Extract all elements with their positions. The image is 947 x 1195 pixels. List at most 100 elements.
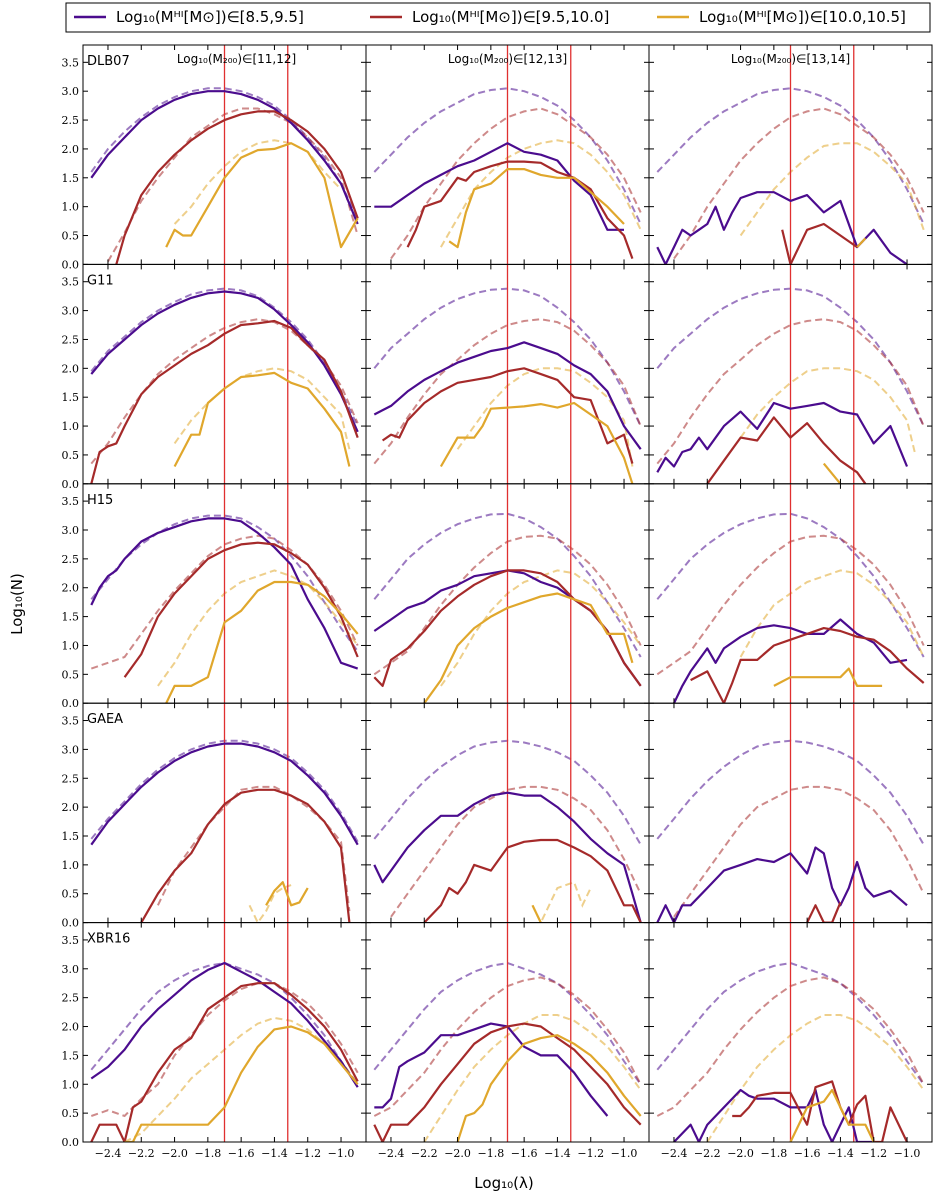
panel-g11-2 xyxy=(648,263,933,485)
y-tick-label: 2.0 xyxy=(62,801,80,814)
solid-series-3 xyxy=(165,580,359,704)
dashed-series-3 xyxy=(124,1016,359,1142)
y-tick-label: 0.0 xyxy=(62,258,80,271)
dashed-series-2 xyxy=(673,785,925,918)
solid-series-1 xyxy=(374,142,624,231)
y-tick-label: 0.0 xyxy=(62,1136,80,1149)
y-tick-label: 2.0 xyxy=(62,582,80,595)
panel-dlb07-1: Log₁₀(M₂₀₀)∈[12,13] xyxy=(365,44,650,265)
solid-series-2 xyxy=(140,788,351,923)
x-tick-label: −2.4 xyxy=(661,1147,688,1160)
x-tick-label: −2.2 xyxy=(128,1147,155,1160)
y-tick-label: 3.5 xyxy=(62,934,80,947)
y-tick-label: 0.5 xyxy=(62,230,80,243)
dashed-series-2 xyxy=(390,785,642,918)
x-tick-label: −1.6 xyxy=(511,1147,538,1160)
legend: Log₁₀(Mᴴᴵ[M⊙])∈[8.5,9.5] Log₁₀(Mᴴᴵ[M⊙])∈… xyxy=(65,2,931,33)
y-tick-label: 1.5 xyxy=(62,830,80,843)
solid-series-3 xyxy=(856,237,867,248)
solid-series-3 xyxy=(439,401,634,484)
dashed-series-3 xyxy=(440,139,642,248)
dashed-series-3 xyxy=(739,367,917,456)
dashed-series-3 xyxy=(248,884,292,923)
x-tick-label: −2.2 xyxy=(411,1147,438,1160)
plot-area xyxy=(90,922,359,1142)
x-tick-label: −2.0 xyxy=(444,1147,471,1160)
plot-area xyxy=(90,264,359,484)
legend-label-2: Log₁₀(Mᴴᴵ[M⊙])∈[9.5,10.0] xyxy=(412,8,609,26)
legend-label-3: Log₁₀(Mᴴᴵ[M⊙])∈[10.0,10.5] xyxy=(699,8,906,26)
dashed-series-2 xyxy=(390,107,642,260)
dashed-series-3 xyxy=(440,569,642,687)
solid-series-1 xyxy=(90,517,359,670)
y-tick-label: 3.0 xyxy=(62,963,80,976)
y-tick-label: 3.0 xyxy=(62,85,80,98)
solid-series-3 xyxy=(456,1034,642,1142)
dashed-series-3 xyxy=(531,880,592,923)
x-tick-label: −2.0 xyxy=(727,1147,754,1160)
solid-series-3 xyxy=(789,1088,875,1142)
y-tick-label: 1.5 xyxy=(62,611,80,624)
legend-box xyxy=(65,2,931,33)
plot-area xyxy=(656,483,925,704)
x-tick-label: −1.4 xyxy=(827,1147,854,1160)
plot-area xyxy=(373,483,642,704)
dashed-series-1 xyxy=(373,87,642,225)
solid-series-2 xyxy=(781,222,858,265)
panel-dlb07-2: Log₁₀(M₂₀₀)∈[13,14] xyxy=(648,44,933,265)
solid-series-3 xyxy=(773,667,883,687)
panel-gaea-0: 0.0 0.5 1.0 1.5 2.0 2.5 3.0 3.5 GAEA xyxy=(62,702,367,930)
y-tick-label: 1.5 xyxy=(62,1049,80,1062)
plot-area xyxy=(373,703,642,923)
y-tick-label: 2.5 xyxy=(62,992,80,1005)
dashed-series-3 xyxy=(739,142,925,237)
panel-gaea-1 xyxy=(365,702,650,924)
x-tick-label: −1.4 xyxy=(544,1147,571,1160)
solid-series-3 xyxy=(124,1025,359,1142)
x-tick-label: −1.2 xyxy=(860,1147,887,1160)
y-tick-label: 3.0 xyxy=(62,743,80,756)
x-tick-label: −1.6 xyxy=(228,1147,255,1160)
panel-g11-1 xyxy=(365,263,650,485)
plot-area xyxy=(90,45,359,265)
solid-series-2 xyxy=(123,541,359,678)
solid-series-2 xyxy=(423,838,642,923)
x-axis-label: Log₁₀(λ) xyxy=(474,1174,533,1192)
solid-series-1 xyxy=(373,341,642,450)
solid-series-2 xyxy=(115,110,359,265)
y-tick-label: 0.5 xyxy=(62,1107,80,1120)
solid-series-3 xyxy=(173,371,351,468)
dashed-series-3 xyxy=(173,367,351,450)
solid-series-1 xyxy=(90,742,359,846)
y-tick-label: 1.0 xyxy=(62,201,80,214)
x-tick-label: −1.2 xyxy=(294,1147,321,1160)
x-tick-label: −2.4 xyxy=(95,1147,122,1160)
dashed-series-2 xyxy=(156,785,351,912)
solid-series-2 xyxy=(381,367,634,464)
x-tick-label: −1.2 xyxy=(577,1147,604,1160)
dashed-series-3 xyxy=(456,367,634,467)
dashed-series-1 xyxy=(656,87,925,225)
x-tick-label: −2.4 xyxy=(378,1147,405,1160)
solid-series-1 xyxy=(656,191,908,265)
y-tick-label: 1.0 xyxy=(62,859,80,872)
y-tick-label: 3.5 xyxy=(62,715,80,728)
solid-series-1 xyxy=(90,90,359,225)
solid-series-1 xyxy=(373,791,642,923)
y-tick-label: 3.0 xyxy=(62,305,80,318)
dashed-series-1 xyxy=(90,514,359,652)
column-title: Log₁₀(M₂₀₀)∈[11,12] xyxy=(177,52,296,66)
panel-h15-1 xyxy=(365,483,650,704)
plot-area xyxy=(373,45,642,265)
solid-series-2 xyxy=(90,982,359,1142)
y-tick-label: 0.0 xyxy=(62,697,80,710)
y-tick-label: 2.5 xyxy=(62,553,80,566)
y-tick-label: 3.5 xyxy=(62,56,80,69)
x-tick-label: −1.8 xyxy=(760,1147,787,1160)
dashed-series-3 xyxy=(739,569,925,658)
x-tick-label: −1.8 xyxy=(194,1147,221,1160)
solid-series-2 xyxy=(690,627,925,704)
panel-dlb07-0: 0.0 0.5 1.0 1.5 2.0 2.5 3.0 3.5 DLB07 Log₁₀(M₂₀₀)… xyxy=(62,44,367,271)
solid-series-1 xyxy=(374,1022,609,1117)
x-tick-label: −2.0 xyxy=(161,1147,188,1160)
